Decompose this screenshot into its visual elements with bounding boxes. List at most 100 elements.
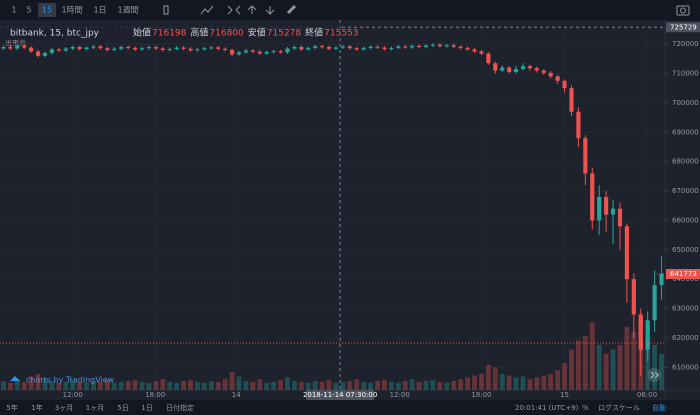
candle-body xyxy=(133,47,138,50)
candle-body xyxy=(119,47,124,49)
volume-bar xyxy=(305,382,311,390)
interval-button[interactable]: 1時間 xyxy=(61,6,82,15)
candle-body xyxy=(583,138,588,174)
candle-body xyxy=(347,46,352,49)
y-tick-label: 650000 xyxy=(672,246,699,254)
volume-bar xyxy=(91,381,96,390)
scale-option[interactable]: % xyxy=(582,404,589,412)
volume-bar xyxy=(423,381,429,390)
volume-bar xyxy=(222,379,228,390)
fullscreen-icon[interactable] xyxy=(227,5,241,15)
candle-body xyxy=(548,72,553,77)
volume-bar xyxy=(298,381,304,390)
indicator-icon[interactable] xyxy=(200,5,214,15)
volume-bar xyxy=(28,376,34,390)
volume-bar xyxy=(312,381,318,390)
candle-body xyxy=(417,45,422,48)
scale-option[interactable]: ログスケール xyxy=(598,403,640,412)
candle-body xyxy=(243,50,248,53)
volume-bar xyxy=(132,380,138,390)
y-tick-label: 620000 xyxy=(672,334,699,342)
candle-body xyxy=(320,46,325,48)
range-button[interactable]: 日付指定 xyxy=(166,403,194,412)
legend-name: 安値 xyxy=(248,27,266,39)
scale-option[interactable]: 自動 xyxy=(652,403,666,412)
candle-body xyxy=(306,47,311,50)
candle-body xyxy=(202,48,207,50)
legend-value: 715278 xyxy=(267,29,302,39)
volume-bar xyxy=(492,367,498,390)
volume-bar xyxy=(125,381,131,390)
candle-body xyxy=(520,66,526,70)
candle-body xyxy=(49,49,55,53)
range-button[interactable]: 3ヶ月 xyxy=(55,404,73,412)
clock: 20:01:41 (UTC+9) xyxy=(515,404,579,412)
volume-bar xyxy=(562,363,567,390)
candle-body xyxy=(209,47,214,49)
legend-value: 716198 xyxy=(152,29,187,39)
upload-icon[interactable] xyxy=(247,5,257,14)
volume-bar xyxy=(153,381,159,390)
volume-bar xyxy=(229,372,235,390)
volume-bar xyxy=(14,379,20,390)
volume-bar xyxy=(236,376,242,390)
volume-bar xyxy=(506,375,512,390)
candle-body xyxy=(181,47,186,49)
legend-name: 終値 xyxy=(305,27,323,39)
volume-bar xyxy=(174,382,180,390)
camera-icon[interactable] xyxy=(676,5,690,16)
volume-bar xyxy=(139,381,145,390)
bottom-toolbar xyxy=(0,400,700,415)
interval-button[interactable]: 1 xyxy=(11,6,16,15)
volume-bar xyxy=(437,381,443,390)
candle-body xyxy=(555,76,560,81)
volume-bar xyxy=(118,381,124,390)
eraser-icon[interactable] xyxy=(286,4,297,15)
candle-body xyxy=(139,48,145,50)
candle-type-icon[interactable] xyxy=(163,5,169,15)
candle-body xyxy=(396,46,401,48)
candle-body xyxy=(513,69,519,73)
volume-bar xyxy=(631,331,637,390)
toolbar-icons xyxy=(163,4,690,16)
volume-bar xyxy=(291,381,297,390)
interval-button[interactable]: 1日 xyxy=(93,6,106,15)
candle-body xyxy=(527,66,532,69)
y-tick-label: 680000 xyxy=(672,158,699,166)
volume-bar xyxy=(354,379,360,390)
volume-bar xyxy=(84,382,90,390)
last-price-label: 641773 xyxy=(670,270,697,278)
candle-body xyxy=(423,45,429,48)
volume-bar xyxy=(465,377,471,390)
volume-bar xyxy=(361,381,367,390)
candle-body xyxy=(42,52,48,56)
candle-body xyxy=(617,208,623,227)
interval-button[interactable]: 5 xyxy=(26,6,31,15)
volume-bar xyxy=(624,327,630,390)
volume-bar xyxy=(278,380,283,390)
volume-bar xyxy=(659,354,664,390)
volume-bar xyxy=(603,354,609,390)
candle-body xyxy=(368,46,373,48)
range-button[interactable]: 5日 xyxy=(117,404,128,412)
candle-body xyxy=(604,196,609,215)
interval-button[interactable]: 1週間 xyxy=(117,6,138,15)
volume-bar xyxy=(77,381,83,390)
range-button[interactable]: 1年 xyxy=(31,403,42,412)
legend-name: 高値 xyxy=(190,27,208,39)
volume-bar xyxy=(479,373,484,390)
candle-body xyxy=(444,45,449,47)
candle-body xyxy=(77,47,82,50)
download-icon[interactable] xyxy=(265,6,275,15)
candle-body xyxy=(216,47,221,49)
volume-bar xyxy=(1,381,6,390)
range-button[interactable]: 5年 xyxy=(6,403,17,412)
volume-bar xyxy=(49,381,55,390)
range-button[interactable]: 1ヶ月 xyxy=(86,404,104,412)
legend-value: 715553 xyxy=(324,29,358,39)
interval-button[interactable]: 15 xyxy=(42,6,52,15)
header-bg xyxy=(0,26,340,40)
candle-body xyxy=(610,208,616,215)
range-button[interactable]: 1日 xyxy=(141,404,152,412)
volume-bar xyxy=(569,349,574,390)
